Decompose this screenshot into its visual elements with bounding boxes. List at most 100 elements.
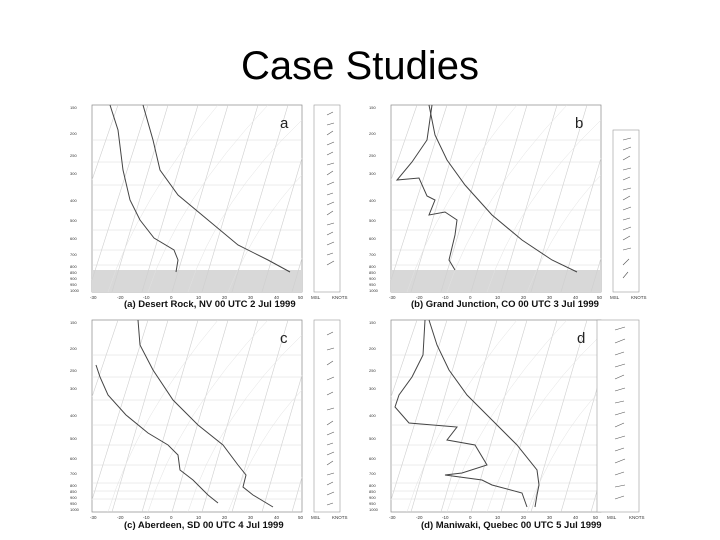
p-tick: 400 — [369, 198, 376, 203]
p-tick: 900 — [369, 495, 376, 500]
p-tick: 250 — [70, 153, 77, 158]
t-tick: 50 — [298, 515, 304, 520]
t-tick: 20 — [222, 295, 228, 300]
p-tick: 500 — [369, 218, 376, 223]
p-tick: 900 — [369, 276, 376, 281]
t-tick: -30 — [90, 515, 97, 520]
t-tick: 0 — [170, 295, 173, 300]
t-tick: 10 — [196, 515, 202, 520]
t-tick: 30 — [547, 515, 553, 520]
panel-letter-b: b — [575, 115, 584, 132]
t-tick: 40 — [274, 295, 280, 300]
panel-letter-c: c — [280, 330, 288, 347]
p-tick: 250 — [369, 368, 376, 373]
p-tick: 950 — [369, 282, 376, 287]
dewpoint-profile-c — [95, 364, 219, 504]
skewt-panel-a: 150 200 250 300 400 500 600 700 800 850 … — [68, 100, 358, 315]
t-tick: 20 — [521, 295, 527, 300]
p-tick: 800 — [369, 264, 376, 269]
skewt-panel-c: 150 200 250 300 400 500 600 700 800 850 … — [68, 315, 358, 535]
p-tick: 150 — [70, 320, 77, 325]
p-tick: 700 — [369, 471, 376, 476]
t-tick: -20 — [117, 295, 124, 300]
t-tick: 30 — [547, 295, 553, 300]
dewpoint-profile-d — [394, 319, 528, 508]
p-tick: 300 — [70, 171, 77, 176]
t-tick: 40 — [573, 515, 579, 520]
t-tick: 50 — [593, 515, 599, 520]
t-tick: 30 — [248, 515, 254, 520]
slide-title: Case Studies — [241, 44, 479, 88]
p-tick: 1000 — [369, 507, 379, 512]
skewt-panel-b: 150 200 250 300 400 500 600 700 800 850 … — [367, 100, 657, 315]
t-tick: -10 — [442, 295, 449, 300]
skewt-panel-d: 150 200 250 300 400 500 600 700 800 850 … — [367, 315, 657, 535]
p-tick: 700 — [70, 471, 77, 476]
p-tick: 600 — [70, 236, 77, 241]
p-tick: 950 — [70, 282, 77, 287]
p-tick: 850 — [70, 489, 77, 494]
p-tick: 250 — [369, 153, 376, 158]
panel-caption-a: (a) Desert Rock, NV 00 UTC 2 Jul 1999 — [124, 299, 296, 310]
p-tick: 800 — [70, 264, 77, 269]
skewt-diagram-d: 150 200 250 300 400 500 600 700 800 850 … — [369, 319, 645, 520]
skewt-diagram-b: 150 200 250 300 400 500 600 700 800 850 … — [369, 104, 647, 300]
t-tick: -20 — [117, 515, 124, 520]
t-tick: 40 — [573, 295, 579, 300]
p-tick: 700 — [369, 252, 376, 257]
panel-letter-d: d — [577, 330, 586, 347]
t-tick: 40 — [274, 515, 280, 520]
t-tick: 10 — [495, 295, 501, 300]
p-tick: 300 — [369, 171, 376, 176]
p-tick: 200 — [369, 346, 376, 351]
p-tick: 850 — [70, 270, 77, 275]
temperature-profile-b — [428, 104, 578, 273]
p-tick: 700 — [70, 252, 77, 257]
p-tick: 300 — [70, 386, 77, 391]
msl-label: MSL — [607, 515, 617, 520]
t-tick: -30 — [389, 515, 396, 520]
dewpoint-profile-a — [109, 104, 179, 273]
p-tick: 900 — [70, 276, 77, 281]
t-tick: 50 — [597, 295, 603, 300]
t-tick: -10 — [442, 515, 449, 520]
msl-label: MSL — [610, 295, 620, 300]
p-tick: 600 — [70, 456, 77, 461]
t-tick: -10 — [143, 515, 150, 520]
knots-label: KNOTS — [629, 515, 645, 520]
t-tick: 10 — [495, 515, 501, 520]
p-tick: 1000 — [70, 288, 80, 293]
skewt-diagram-a: 150 200 250 300 400 500 600 700 800 850 … — [70, 104, 348, 300]
t-tick: 10 — [196, 295, 202, 300]
t-tick: 30 — [248, 295, 254, 300]
t-tick: -10 — [143, 295, 150, 300]
panel-caption-b: (b) Grand Junction, CO 00 UTC 3 Jul 1999 — [411, 299, 599, 310]
p-tick: 950 — [70, 501, 77, 506]
p-tick: 1000 — [369, 288, 379, 293]
t-tick: -20 — [416, 295, 423, 300]
t-tick: 20 — [521, 515, 527, 520]
t-tick: 0 — [469, 515, 472, 520]
p-tick: 800 — [369, 483, 376, 488]
temperature-profile-c — [137, 319, 274, 508]
t-tick: 0 — [469, 295, 472, 300]
p-tick: 400 — [369, 413, 376, 418]
t-tick: -20 — [416, 515, 423, 520]
p-tick: 200 — [70, 346, 77, 351]
p-tick: 850 — [369, 489, 376, 494]
p-tick: 400 — [70, 198, 77, 203]
t-tick: -30 — [90, 295, 97, 300]
p-tick: 150 — [70, 105, 77, 110]
p-tick: 500 — [369, 436, 376, 441]
panel-caption-d: (d) Maniwaki, Quebec 00 UTC 5 Jul 1999 — [421, 520, 602, 531]
p-tick: 800 — [70, 483, 77, 488]
panel-caption-c: (c) Aberdeen, SD 00 UTC 4 Jul 1999 — [124, 520, 284, 531]
t-tick: 20 — [222, 515, 228, 520]
temperature-profile-d — [428, 319, 540, 508]
p-tick: 950 — [369, 501, 376, 506]
knots-label: KNOTS — [332, 295, 348, 300]
p-tick: 1000 — [70, 507, 80, 512]
p-tick: 400 — [70, 413, 77, 418]
p-tick: 500 — [70, 218, 77, 223]
p-tick: 150 — [369, 105, 376, 110]
